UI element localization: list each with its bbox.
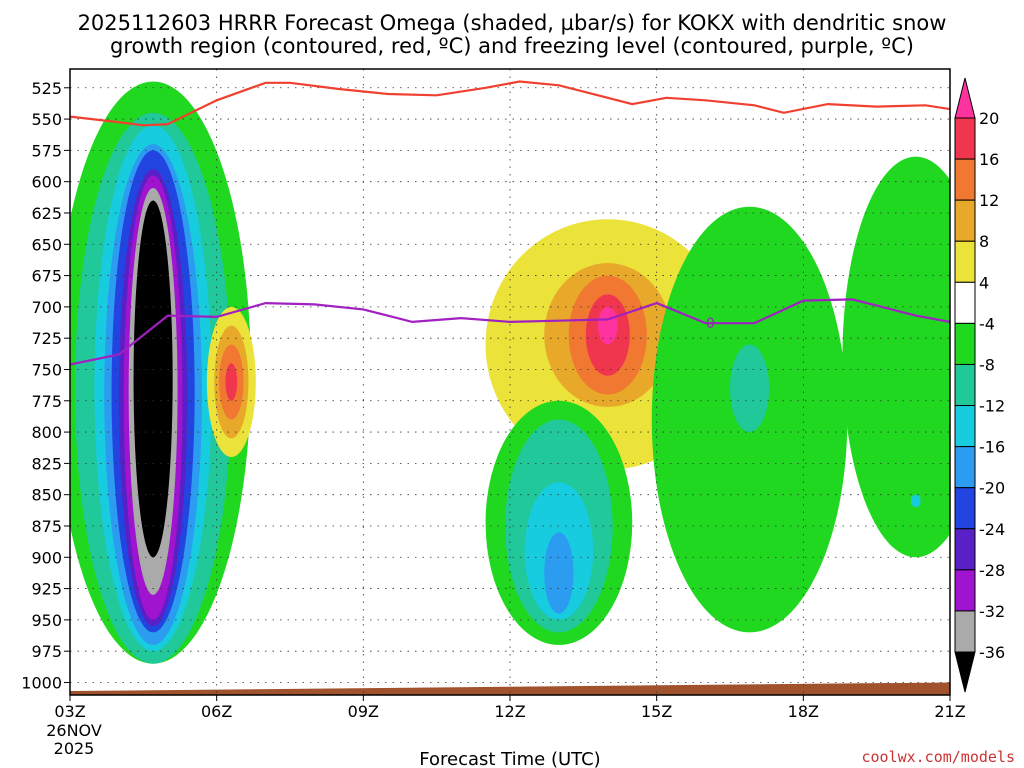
x-tick-label-03Z: 03Z	[54, 702, 85, 721]
omega-contour-omega-upward-2030z--4	[842, 156, 950, 558]
y-tick-label-575: 575	[31, 141, 62, 160]
freezing-level-label: 0	[706, 316, 715, 332]
x-axis-label: Forecast Time (UTC)	[419, 749, 600, 768]
colorbar-bin--4to4	[954, 281, 976, 324]
y-tick-label-975: 975	[31, 642, 62, 661]
colorbar-label--28: -28	[979, 561, 1005, 580]
colorbar-bin-16to20	[954, 117, 976, 160]
y-tick-label-600: 600	[31, 173, 62, 192]
colorbar-label--16: -16	[979, 438, 1005, 457]
x-tick-label-18Z: 18Z	[788, 702, 819, 721]
colorbar-label--4: -4	[979, 314, 995, 333]
colorbar-bin--36to-32	[954, 610, 976, 653]
colorbar-label--36: -36	[979, 643, 1005, 662]
y-tick-label-825: 825	[31, 454, 62, 473]
colorbar-label--12: -12	[979, 397, 1005, 416]
colorbar-label-12: 12	[979, 191, 999, 210]
y-tick-label-800: 800	[31, 423, 62, 442]
y-tick-label-550: 550	[31, 110, 62, 129]
colorbar-label--32: -32	[979, 602, 1005, 621]
x-tick-label-12Z: 12Z	[494, 702, 525, 721]
chart-title-line2: growth region (contoured, red, ºC) and f…	[110, 34, 914, 58]
colorbar-label--8: -8	[979, 355, 995, 374]
y-tick-label-875: 875	[31, 517, 62, 536]
y-axis: 525 550 575 600 625 650 675 700 725 750 775 800 825 8…	[21, 79, 70, 692]
y-tick-label-850: 850	[31, 486, 62, 505]
colorbar-arrow-bottom	[954, 651, 976, 693]
colorbar-label--20: -20	[979, 479, 1005, 498]
y-tick-label-700: 700	[31, 298, 62, 317]
plot-area: 0	[70, 69, 950, 695]
colorbar-label-4: 4	[979, 273, 989, 292]
omega-contour-omega-upward-core--36	[133, 200, 173, 558]
colorbar-label-20: 20	[979, 109, 999, 128]
colorbar-bin--28to-24	[954, 528, 976, 571]
colorbar-bin--20to-16	[954, 446, 976, 489]
credit-text: coolwx.com/models	[861, 748, 1015, 766]
x-axis: 03Z 06Z 09Z 12Z 15Z 18Z 21Z	[54, 695, 966, 721]
y-tick-label-1000: 1000	[21, 673, 62, 692]
terrain-fill	[70, 682, 950, 695]
x-tick-label-06Z: 06Z	[201, 702, 232, 721]
colorbar-label-8: 8	[979, 232, 989, 251]
y-tick-label-525: 525	[31, 79, 62, 98]
x-tick-label-09Z: 09Z	[348, 702, 379, 721]
omega-contour-omega-upward-2030z--12	[910, 494, 921, 508]
colorbar-bin--16to-12	[954, 405, 976, 448]
y-tick-label-925: 925	[31, 580, 62, 599]
y-tick-label-675: 675	[31, 267, 62, 286]
colorbar-bin-12to16	[954, 158, 976, 201]
colorbar-arrow-top	[954, 77, 976, 119]
y-tick-label-650: 650	[31, 235, 62, 254]
y-tick-label-625: 625	[31, 204, 62, 223]
colorbar-bin-8to12	[954, 199, 976, 242]
colorbar-bin--12to-8	[954, 363, 976, 407]
colorbar-bin--32to-28	[954, 569, 976, 612]
colorbar-bin-4to8	[954, 240, 976, 283]
y-tick-label-900: 900	[31, 548, 62, 567]
colorbar-bin--8to-4	[954, 322, 976, 365]
omega-contour-omega-upward-1330z--16	[544, 532, 574, 614]
y-tick-label-750: 750	[31, 360, 62, 379]
y-tick-label-950: 950	[31, 611, 62, 630]
contour-lines: 0	[70, 80, 950, 366]
colorbar-label--24: -24	[979, 520, 1005, 539]
freezing-level-contour-line	[70, 298, 950, 366]
y-tick-label-725: 725	[31, 329, 62, 348]
x-tick-label-21Z: 21Z	[934, 702, 965, 721]
omega-contour-omega-upward-1630z--8	[730, 344, 770, 433]
chart-title-line1: 2025112603 HRRR Forecast Omega (shaded, …	[78, 11, 947, 35]
colorbar-bin--24to-20	[954, 487, 976, 530]
colorbar-label-16: 16	[979, 150, 999, 169]
dendritic-contour-line	[70, 80, 950, 127]
date-label-line2: 2025	[54, 739, 95, 758]
x-tick-label-15Z: 15Z	[641, 702, 672, 721]
colorbar: 20 16 12 8 4 -4 -8 -12 -16 -20 -24 -28 -32 -36	[954, 77, 1005, 693]
y-tick-label-775: 775	[31, 392, 62, 411]
omega-contour-omega-downward-0530z-16	[225, 363, 238, 401]
date-label-line1: 26NOV	[46, 721, 102, 740]
omega-contour-omega-downward-14z-20	[598, 306, 618, 345]
